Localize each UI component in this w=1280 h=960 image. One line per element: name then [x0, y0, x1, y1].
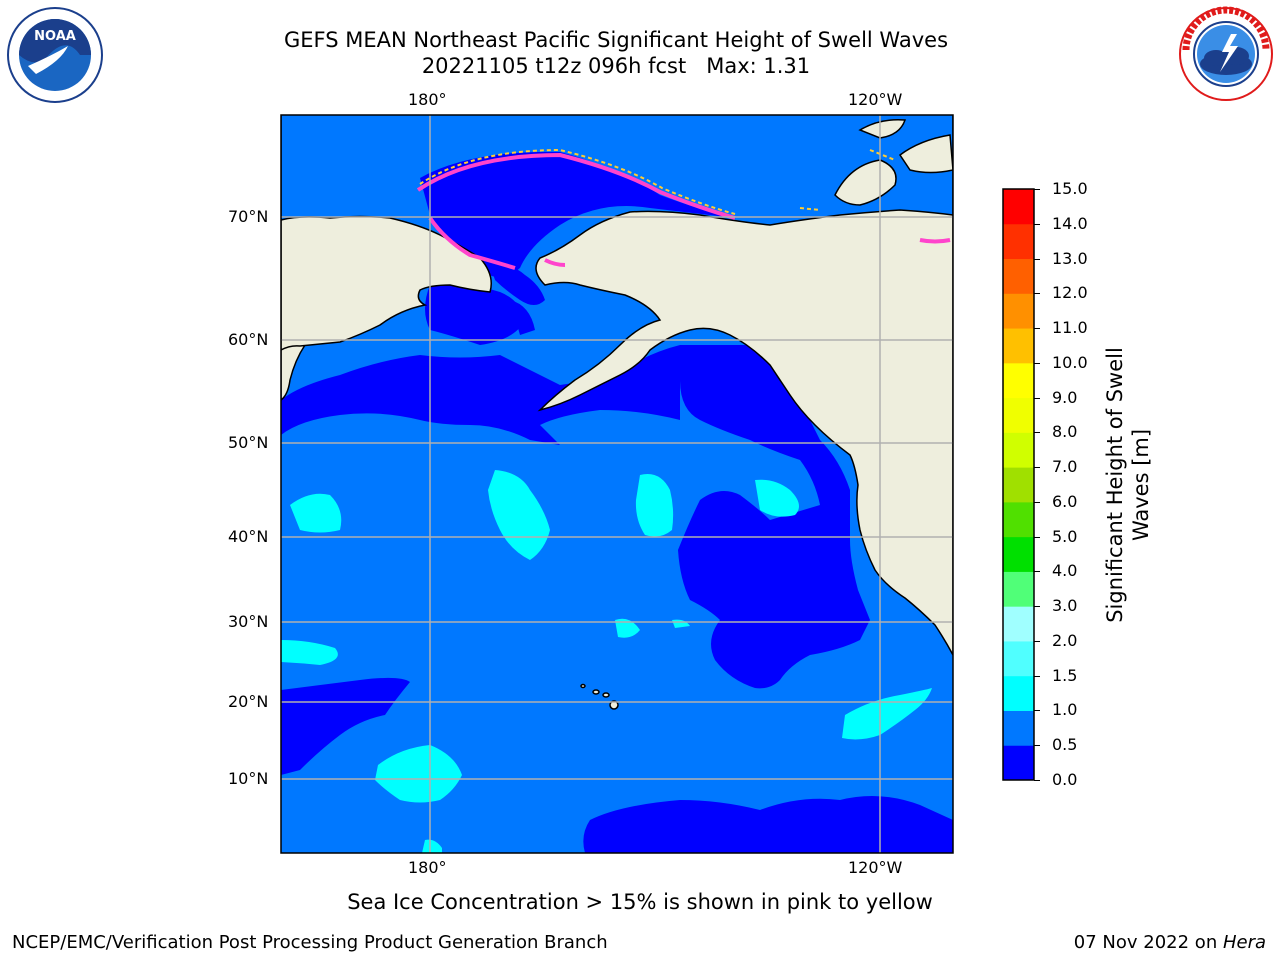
- colorbar-swatch-14: [1003, 258, 1034, 294]
- map-content: [281, 115, 953, 853]
- colorbar-label-16: 14.0: [1052, 213, 1088, 233]
- colorbar-swatch-0: [1003, 745, 1034, 781]
- colorbar-frame: [1002, 188, 1035, 781]
- colorbar-label-6: 4.0: [1052, 561, 1078, 581]
- lat-label-60n: 60°N: [228, 330, 269, 349]
- colorbar-title-line1: Significant Height of Swell: [1103, 347, 1127, 623]
- colorbar-label-4: 2.0: [1052, 630, 1078, 650]
- colorbar-tick-9: [1034, 467, 1040, 469]
- colorbar-tick-3: [1034, 675, 1040, 677]
- colorbar-label-14: 12.0: [1052, 283, 1088, 303]
- colorbar-swatch-9: [1003, 432, 1034, 468]
- footer-credit: NCEP/EMC/Verification Post Processing Pr…: [12, 932, 608, 953]
- colorbar-swatch-13: [1003, 293, 1034, 329]
- sea-ice-edge: [416, 152, 951, 270]
- footer-date: 07 Nov 2022 on Hera: [1074, 932, 1266, 953]
- map-frame: [280, 114, 954, 854]
- colorbar-swatch-12: [1003, 328, 1034, 364]
- lat-label-40n: 40°N: [228, 527, 269, 546]
- colorbar-label-15: 13.0: [1052, 248, 1088, 268]
- colorbar-label-17: 15.0: [1052, 179, 1088, 198]
- colorbar-tick-15: [1034, 258, 1040, 260]
- lat-label-10n: 10°N: [228, 769, 269, 788]
- colorbar-tick-8: [1034, 501, 1040, 503]
- lat-label-20n: 20°N: [228, 692, 269, 711]
- colorbar-label-8: 6.0: [1052, 491, 1078, 511]
- colorbar-tick-13: [1034, 328, 1040, 330]
- hawaii-islands: [580, 683, 619, 710]
- colorbar-swatch-5: [1003, 571, 1034, 607]
- lon-label-bottom-180: 180°: [408, 858, 447, 877]
- lat-label-70n: 70°N: [228, 207, 269, 226]
- colorbar-swatch-2: [1003, 675, 1034, 711]
- colorbar-tick-4: [1034, 640, 1040, 642]
- lat-label-50n: 50°N: [228, 433, 269, 452]
- lon-label-top-120w: 120°W: [848, 90, 903, 109]
- colorbar: [1002, 188, 1035, 781]
- colorbar-label-12: 10.0: [1052, 352, 1088, 372]
- lat-label-30n: 30°N: [228, 612, 269, 631]
- colorbar-title: Significant Height of Swell Waves [m]: [1102, 347, 1154, 623]
- colorbar-swatch-15: [1003, 223, 1034, 260]
- colorbar-swatch-4: [1003, 606, 1034, 642]
- colorbar-label-9: 7.0: [1052, 457, 1078, 477]
- colorbar-tick-6: [1034, 571, 1040, 573]
- colorbar-tick-5: [1034, 606, 1040, 608]
- colorbar-label-0: 0.0: [1052, 770, 1078, 789]
- colorbar-tick-12: [1034, 362, 1040, 364]
- lon-label-top-180: 180°: [408, 90, 447, 109]
- sea-ice-yellow: [419, 148, 896, 215]
- colorbar-title-line2: Waves [m]: [1129, 428, 1153, 542]
- noaa-logo: NOAA: [7, 7, 103, 103]
- noaa-logo-text: NOAA: [34, 29, 76, 44]
- colorbar-swatch-6: [1003, 536, 1034, 572]
- colorbar-label-3: 1.5: [1052, 665, 1078, 685]
- colorbar-swatch-1: [1003, 710, 1034, 746]
- land-masses: [281, 115, 953, 656]
- colorbar-tick-14: [1034, 293, 1040, 295]
- nws-logo: [1179, 6, 1273, 101]
- footer-date-text: 07 Nov 2022 on: [1073, 932, 1223, 953]
- colorbar-swatch-16: [1003, 189, 1034, 225]
- lon-label-bottom-120w: 120°W: [848, 858, 903, 877]
- map-gridlines: [281, 115, 953, 853]
- colorbar-label-13: 11.0: [1052, 318, 1088, 338]
- colorbar-label-10: 8.0: [1052, 422, 1078, 442]
- map-title: GEFS MEAN Northeast Pacific Significant …: [283, 28, 949, 52]
- colorbar-swatch-11: [1003, 362, 1034, 399]
- colorbar-tick-11: [1034, 397, 1040, 399]
- colorbar-label-5: 3.0: [1052, 596, 1078, 616]
- colorbar-tick-2: [1034, 710, 1040, 712]
- colorbar-label-2: 1.0: [1052, 700, 1078, 720]
- colorbar-swatch-3: [1003, 640, 1034, 677]
- map-subtitle: 20221105 t12z 096h fcst Max: 1.31: [421, 54, 811, 78]
- colorbar-tick-0: [1034, 780, 1040, 781]
- colorbar-tick-7: [1034, 536, 1040, 538]
- colorbar-tick-1: [1034, 745, 1040, 747]
- colorbar-label-11: 9.0: [1052, 387, 1078, 407]
- colorbar-swatch-10: [1003, 397, 1034, 433]
- colorbar-tick-16: [1034, 223, 1040, 225]
- colorbar-tick-10: [1034, 432, 1040, 434]
- colorbar-label-1: 0.5: [1052, 735, 1078, 755]
- colorbar-tick-17: [1034, 189, 1040, 190]
- colorbar-swatch-7: [1003, 501, 1034, 538]
- colorbar-label-7: 5.0: [1052, 526, 1078, 546]
- footer-host: Hera: [1222, 932, 1266, 953]
- colorbar-swatch-8: [1003, 467, 1034, 503]
- sea-ice-caption: Sea Ice Concentration > 15% is shown in …: [347, 890, 933, 914]
